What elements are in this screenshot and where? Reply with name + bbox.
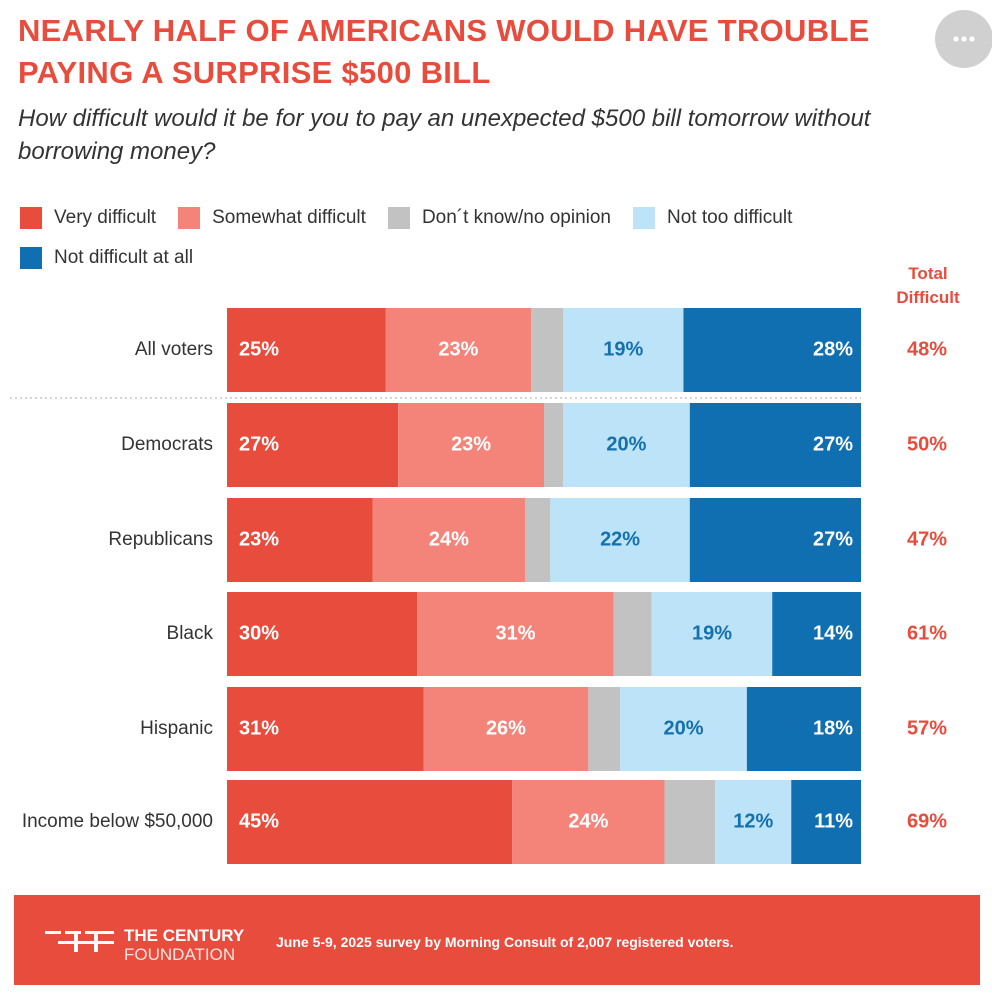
logo-text: THE CENTURY — [124, 926, 245, 945]
value-label: 23% — [451, 433, 491, 455]
dot — [961, 36, 967, 42]
bar-segment — [683, 308, 861, 392]
bar-segment — [791, 780, 861, 864]
value-label: 14% — [813, 622, 853, 644]
value-label: 19% — [603, 338, 643, 360]
value-label: 20% — [663, 717, 703, 739]
value-label: 31% — [239, 717, 279, 739]
dot — [969, 36, 975, 42]
footer: THE CENTURY FOUNDATION June 5-9, 2025 su… — [14, 895, 980, 985]
bar-segment — [512, 780, 665, 864]
category-label: Democrats — [121, 434, 213, 455]
bar-segment — [772, 592, 861, 676]
bar-segment — [550, 498, 690, 582]
value-label: 24% — [429, 528, 469, 550]
bar-segment — [423, 687, 589, 771]
bar-segment — [227, 592, 418, 676]
logo-mark — [45, 931, 114, 952]
bar-segment — [227, 403, 399, 487]
value-label: 11% — [814, 810, 853, 832]
bar-segment — [620, 687, 747, 771]
category-label: Republicans — [108, 529, 213, 550]
bar-segment — [531, 308, 564, 392]
more-icon — [953, 36, 975, 42]
bar-segment — [689, 403, 861, 487]
legend-swatch — [20, 207, 42, 229]
value-label: 27% — [239, 433, 279, 455]
category-label: All voters — [135, 339, 213, 360]
legend: Very difficult Somewhat difficult Don´t kn… — [20, 206, 840, 270]
legend-swatch — [178, 207, 201, 229]
legend-label: Don´t know/no opinion — [421, 207, 612, 228]
bar-segment — [746, 687, 861, 771]
legend-item: Not difficult at all — [20, 246, 193, 270]
value-label: 12% — [733, 810, 773, 832]
bar-segment — [398, 403, 544, 487]
value-label: 31% — [495, 622, 535, 644]
value-label: 27% — [813, 528, 853, 550]
legend-label: Somewhat difficult — [212, 207, 366, 228]
legend-label: Not difficult at all — [54, 247, 194, 268]
bar-segment — [227, 687, 424, 771]
chart: All voters 25% 23% 19% 28% 48% Democrats 27% 23%… — [10, 308, 947, 864]
legend-swatch — [20, 247, 42, 269]
value-label: 18% — [813, 717, 853, 739]
bar-segment — [651, 592, 773, 676]
bar-segment — [715, 780, 792, 864]
bar-segment — [227, 308, 386, 392]
bar-segment — [372, 498, 525, 582]
bar-segment — [417, 592, 614, 676]
logo-text: FOUNDATION — [124, 945, 236, 964]
bar-segment — [227, 498, 373, 582]
value-label: 25% — [239, 338, 279, 360]
value-label: 30% — [239, 622, 279, 644]
total-label: 48% — [907, 338, 947, 360]
more-button[interactable] — [935, 10, 992, 68]
value-label: 45% — [239, 810, 279, 832]
value-label: 19% — [692, 622, 732, 644]
category-label: Income below $50,000 — [22, 811, 213, 832]
category-label: Hispanic — [140, 718, 213, 739]
title: NEARLY HALF OF AMERICANS WOULD HAVE TROU… — [18, 13, 870, 90]
total-label: 47% — [907, 528, 947, 550]
bar-segment — [664, 780, 716, 864]
bar-segment — [227, 780, 513, 864]
value-label: 28% — [813, 338, 853, 360]
bar-segment — [385, 308, 532, 392]
legend-label: Very difficult — [54, 207, 157, 228]
bar-segment — [524, 498, 551, 582]
bar-segment — [613, 592, 652, 676]
value-label: 20% — [606, 433, 646, 455]
value-label: 23% — [239, 528, 279, 550]
legend-swatch — [633, 207, 656, 229]
value-label: 27% — [813, 433, 853, 455]
footnote: June 5-9, 2025 survey by Morning Consult… — [276, 934, 734, 950]
total-header: Total Difficult — [896, 264, 960, 307]
dot — [953, 36, 959, 42]
bar-segment — [563, 403, 690, 487]
subtitle: How difficult would it be for you to pay… — [18, 105, 871, 165]
legend-item: Not too difficult — [633, 206, 792, 230]
legend-swatch — [387, 207, 410, 229]
bar-segment — [544, 403, 564, 487]
value-label: 26% — [486, 717, 526, 739]
legend-item: Don´t know/no opinion — [387, 206, 612, 230]
bar-segment — [689, 498, 861, 582]
value-label: 24% — [568, 810, 608, 832]
legend-label: Not too difficult — [667, 207, 793, 228]
value-label: 23% — [438, 338, 478, 360]
bar-segment — [563, 308, 684, 392]
total-label: 61% — [907, 622, 947, 644]
total-label: 69% — [907, 810, 947, 832]
legend-item: Somewhat difficult — [178, 206, 366, 230]
bar-segment — [588, 687, 621, 771]
category-label: Black — [167, 623, 214, 644]
total-label: 50% — [907, 433, 947, 455]
legend-item: Very difficult — [20, 206, 156, 230]
total-label: 57% — [907, 717, 947, 739]
value-label: 22% — [600, 528, 640, 550]
